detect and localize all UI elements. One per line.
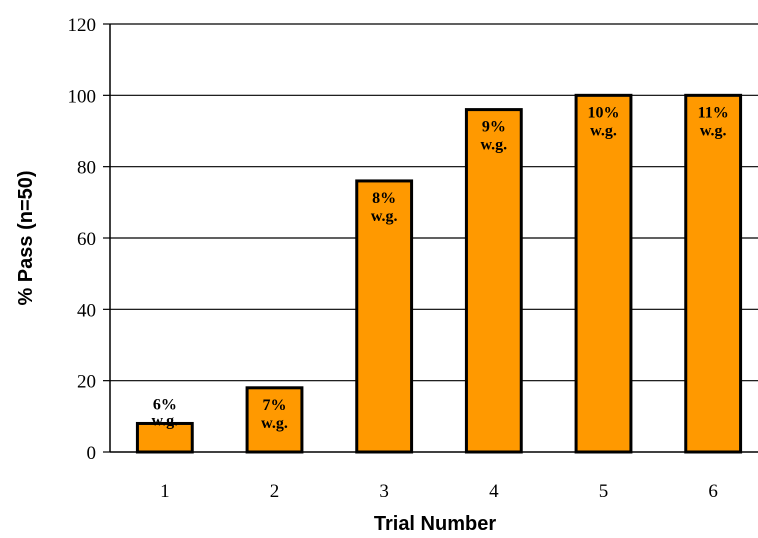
y-tick-label: 0 [87, 443, 97, 464]
bar-label-percent: 9% [482, 119, 506, 136]
y-axis-title: % Pass (n=50) [15, 170, 37, 305]
y-tick-label: 20 [77, 372, 96, 393]
y-tick-label: 40 [77, 300, 96, 321]
bar-4 [464, 108, 523, 454]
x-tick-label: 1 [160, 481, 170, 502]
bar-label-percent: 6% [153, 396, 177, 413]
bar-6 [684, 93, 743, 454]
bar-label-percent: 8% [372, 190, 396, 207]
x-tick-labels: 1 2 3 4 5 6 [160, 481, 718, 502]
grid-lines [110, 23, 758, 382]
bar-label-unit: w.g. [590, 122, 617, 139]
bar-label-unit: w.g. [371, 208, 398, 225]
x-tick-label: 6 [708, 481, 718, 502]
y-tick-label: 120 [68, 15, 97, 36]
bar-labels: 6%w.g.7%w.g.8%w.g.9%w.g.10%w.g.11%w.g. [151, 104, 728, 431]
y-tick-label: 100 [68, 86, 97, 107]
bar-2 [245, 386, 304, 454]
x-tick-label: 3 [379, 481, 389, 502]
y-tick-label: 80 [77, 158, 96, 179]
x-tick-label: 4 [489, 481, 499, 502]
bars [135, 93, 743, 454]
bar-label-percent: 7% [263, 397, 287, 414]
y-tick-labels: 0 20 40 60 80 100 120 [68, 15, 110, 464]
bar-label-unit: w.g. [700, 122, 727, 139]
bar-label-percent: 11% [698, 104, 729, 121]
bar-label-unit: w.g. [261, 415, 288, 432]
x-tick-label: 5 [599, 481, 609, 502]
bar-5 [574, 93, 633, 454]
y-tick-label: 60 [77, 229, 96, 250]
bar-3 [355, 179, 414, 454]
x-tick-label: 2 [270, 481, 280, 502]
x-axis-title: Trial Number [374, 513, 496, 535]
bar-label-percent: 10% [588, 104, 620, 121]
bar-label-unit: w.g. [151, 412, 178, 429]
bar-label-unit: w.g. [480, 137, 507, 154]
